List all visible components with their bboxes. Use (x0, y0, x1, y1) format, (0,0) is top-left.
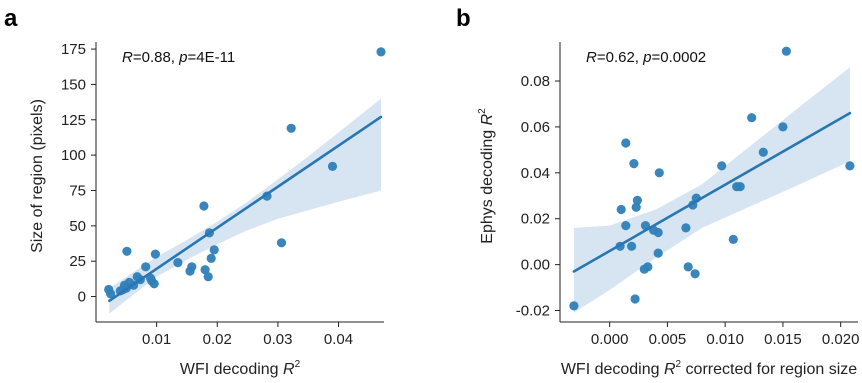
panel-b-data-point (631, 202, 641, 212)
panel-b-x-label-suffix: corrected for region size (681, 361, 857, 378)
panel-b-x-label-text: WFI decoding (561, 361, 664, 378)
panel-a-data-point (150, 249, 160, 259)
panel-b-x-label-var: R (664, 361, 676, 378)
panel-a-x-label-sup: 2 (295, 359, 301, 370)
panel-b-x-tick-label: 0.020 (822, 331, 860, 348)
panel-a-y-tick-label: 100 (61, 147, 86, 164)
panel-a-data-point (199, 201, 209, 211)
panel-b-data-point (778, 122, 788, 132)
panel-b-data-point (732, 182, 742, 192)
panel-b-y-label-text: Ephys decoding (479, 125, 496, 243)
panel-a-x-label-text: WFI decoding (180, 361, 283, 378)
panel-b-x-tick-label: 0.010 (706, 331, 744, 348)
panel-b-data-point (630, 294, 640, 304)
panel-a-data-point (209, 245, 219, 255)
panel-b-data-point (653, 248, 663, 258)
panel-b-data-point (569, 301, 579, 311)
panel-b-stats-annotation: R=0.62, p=0.0002 (586, 49, 706, 66)
panel-a-y-label-text: Size of region (pixels) (29, 99, 46, 253)
panel-b-data-point (747, 113, 757, 123)
panel-a-data-point (286, 123, 296, 133)
panel-a-data-point (122, 246, 132, 256)
panel-b-data-point (621, 221, 631, 231)
panel-a-data-point (187, 262, 197, 272)
panel-a-stats-r-value: =0.88, (133, 49, 179, 66)
panel-b-data-point (632, 195, 643, 205)
panel-b-confidence-band (573, 67, 850, 313)
panel-a-y-axis-label: Size of region (pixels) (29, 99, 46, 253)
panel-letter-a: a (4, 5, 18, 32)
panel-a-data-point (327, 161, 338, 171)
panel-a-y-tick-label: 150 (61, 76, 86, 93)
panel-b-data-point (629, 159, 639, 169)
panel-a-x-axis-label: WFI decoding R2 (180, 359, 301, 378)
panel-b-stats-r-symbol: R (586, 49, 597, 66)
panel-b-stats-p-symbol: p (642, 49, 651, 66)
panel-b-data-point (690, 269, 700, 279)
panel-b-y-axis-label: Ephys decoding R2 (477, 108, 496, 244)
panel-b-x-axis-label: WFI decoding R2 corrected for region siz… (561, 359, 857, 378)
panel-b-x-tick-label: 0.015 (764, 331, 802, 348)
panel-b-y-label-sup: 2 (477, 108, 488, 114)
panel-a-data-point (276, 238, 287, 248)
panel-b-data-point (717, 161, 727, 171)
panel-a-y-tick-label: 0 (78, 289, 86, 306)
panel-a-stats-annotation: R=0.88, p=4E-11 (122, 49, 235, 66)
panel-b-x-tick-label: 0.000 (591, 331, 629, 348)
panel-b-data-point (728, 234, 738, 244)
panel-b-y-tick-label: -0.02 (516, 303, 550, 320)
panel-b-data-point (653, 227, 663, 238)
panel-b-data-point (683, 262, 693, 272)
panel-letter-b: b (456, 5, 471, 32)
panel-b-data-point (627, 241, 637, 251)
panel-a-data-point (106, 289, 116, 299)
panel-b-data-point (621, 138, 631, 148)
panel-b-data-point (654, 168, 664, 178)
panel-a-y-tick-label: 75 (69, 182, 86, 199)
panel-b-stats-r-value: =0.62, (597, 49, 643, 66)
panel-a-y-tick-label: 25 (69, 253, 86, 270)
panel-b-y-tick-label: 0.00 (521, 257, 550, 274)
panel-b-data-point (845, 161, 855, 171)
panel-b-stats-p-value: =0.0002 (651, 49, 706, 66)
panel-b-y-tick-label: 0.02 (521, 211, 550, 228)
panel-a-x-tick-label: 0.04 (324, 331, 353, 348)
panel-b-y-tick-label: 0.08 (521, 73, 550, 90)
chart-panel-b: -0.02 0.00 0.02 0.04 0.06 0.08 0.000 0.005 0.010… (477, 42, 859, 378)
panel-b-x-tick-label: 0.005 (649, 331, 687, 348)
panel-b-y-tick-label: 0.06 (521, 119, 550, 136)
panel-b-data-point (639, 264, 649, 274)
panel-a-y-tick-label: 50 (69, 218, 86, 235)
panel-b-regression-line (572, 111, 852, 273)
panel-a-x-tick-label: 0.03 (263, 331, 292, 348)
panel-a-x-label-var: R (283, 361, 295, 378)
panel-a-stats-p-value: =4E-11 (187, 49, 235, 66)
panel-a-y-tick-label: 125 (61, 112, 86, 129)
panel-b-data-point (616, 204, 626, 215)
panel-a-data-point (173, 258, 183, 268)
panel-a-data-point (141, 262, 151, 272)
panel-b-data-point (758, 147, 768, 157)
panel-a-data-point (376, 47, 386, 57)
panel-a-y-tick-label: 175 (61, 41, 86, 58)
panel-b-data-point (781, 46, 792, 56)
panel-a-stats-r-symbol: R (122, 49, 133, 66)
panel-b-data-point (681, 223, 691, 233)
panel-a-stats-p-symbol: p (178, 49, 187, 66)
panel-a-data-point (206, 253, 216, 263)
panel-a-data-point (149, 279, 159, 289)
panel-a-x-tick-label: 0.01 (142, 331, 171, 348)
panel-a-x-tick-label: 0.02 (203, 331, 232, 348)
panel-b-y-tick-label: 0.04 (521, 165, 550, 182)
panel-b-y-label-var: R (479, 113, 496, 125)
panel-b-x-label-sup: 2 (676, 359, 682, 370)
panel-a-regression-line (108, 115, 383, 303)
panel-a-data-point (200, 265, 210, 275)
panel-a-data-point (203, 272, 213, 282)
